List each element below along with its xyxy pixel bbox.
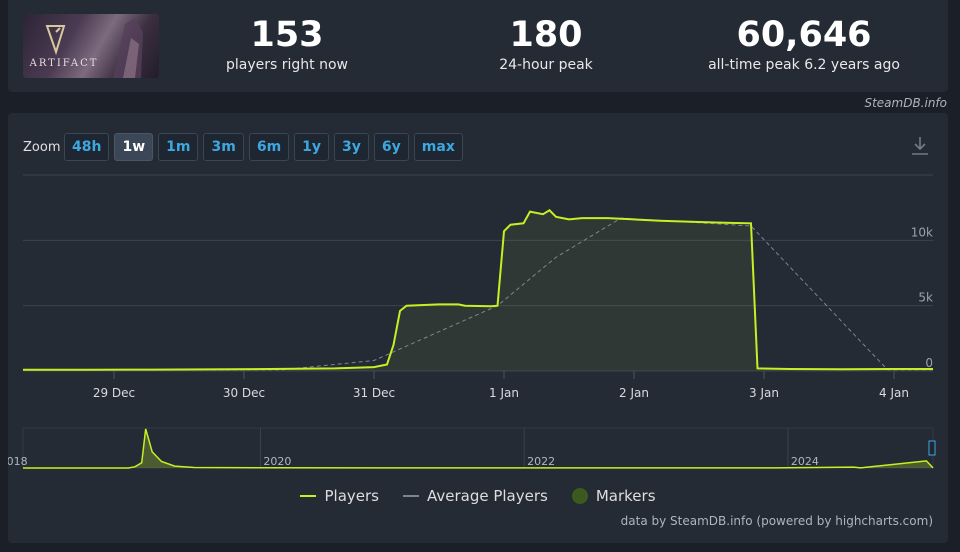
- markers-legend-dot: [571, 488, 588, 504]
- x-tick-31-Dec: 31 Dec: [353, 386, 395, 400]
- zoom-3y-button[interactable]: 3y: [334, 133, 369, 161]
- x-tick-1-Jan: 1 Jan: [489, 386, 519, 400]
- x-axis-ticks: 29 Dec 30 Dec 31 Dec 1 Jan 2 Jan 3 Jan 4 Jan: [93, 371, 909, 400]
- game-logo-text: ARTIFACT: [29, 58, 99, 69]
- x-tick-29-Dec: 29 Dec: [93, 386, 135, 400]
- all-time-peak-label: all-time peak 6.2 years ago: [708, 57, 900, 73]
- zoom-1m-button[interactable]: 1m: [158, 133, 199, 161]
- x-tick-4-Jan: 4 Jan: [879, 386, 909, 400]
- players-area: [23, 210, 933, 371]
- stat-players-now: 153 players right now: [206, 14, 368, 74]
- zoom-6y-button[interactable]: 6y: [373, 133, 409, 161]
- stat-all-time-peak: 60,646 all-time peak 6.2 years ago: [694, 14, 914, 74]
- players-now-label: players right now: [226, 57, 348, 73]
- peak-24h-value: 180: [509, 15, 583, 55]
- legend-markers-label: Markers: [595, 487, 656, 505]
- player-chart[interactable]: 0 5k 10k 29 Dec 30 Dec 31 Dec 1 Jan 2 Jan 3 Jan…: [8, 113, 948, 543]
- legend-average-players[interactable]: Average Players: [402, 487, 548, 505]
- zoom-6m-button[interactable]: 6m: [248, 133, 290, 161]
- game-logo[interactable]: ARTIFACT: [23, 14, 159, 78]
- peak-24h-label: 24-hour peak: [499, 57, 593, 73]
- players-now-value: 153: [250, 15, 324, 55]
- zoom-label: Zoom: [23, 140, 61, 155]
- legend-average-label: Average Players: [426, 487, 548, 505]
- x-tick-3-Jan: 3 Jan: [749, 386, 779, 400]
- y-axis-ticks: 0 5k 10k: [911, 225, 933, 370]
- navigator: 2018 2020 2022 2024: [8, 427, 936, 469]
- zoom-48h-button[interactable]: 48h: [64, 133, 110, 161]
- navigator-handle[interactable]: [928, 440, 936, 456]
- legend-markers[interactable]: Markers: [571, 487, 656, 505]
- y-tick-10k: 10k: [911, 225, 933, 239]
- zoom-buttons: 48h 1w 1m 3m 6m 1y 3y 6y max: [64, 133, 463, 161]
- players-line: [23, 209, 933, 371]
- navigator-tick-2022: 2022: [527, 455, 555, 468]
- chart-grid: [23, 174, 933, 372]
- chart-legend: Players Average Players Markers: [8, 487, 948, 505]
- game-art-image: [45, 18, 143, 78]
- navigator-line: [23, 428, 934, 469]
- zoom-1w-button[interactable]: 1w: [114, 133, 154, 161]
- navigator-tick-2018: 2018: [8, 455, 28, 468]
- y-tick-5k: 5k: [918, 291, 933, 305]
- average-legend-line: [402, 495, 419, 497]
- zoom-max-button[interactable]: max: [413, 133, 463, 161]
- x-tick-2-Jan: 2 Jan: [619, 386, 649, 400]
- all-time-peak-value: 60,646: [736, 15, 872, 55]
- stat-24h-peak: 180 24-hour peak: [466, 14, 626, 74]
- highcharts-credit[interactable]: data by SteamDB.info (powered by highcha…: [620, 514, 933, 528]
- download-icon[interactable]: [910, 135, 930, 157]
- zoom-1y-button[interactable]: 1y: [294, 133, 330, 161]
- chart-panel: 0 5k 10k 29 Dec 30 Dec 31 Dec 1 Jan 2 Jan 3 Jan…: [8, 113, 948, 543]
- x-tick-30-Dec: 30 Dec: [223, 386, 265, 400]
- navigator-tick-2020: 2020: [263, 455, 291, 468]
- players-legend-line: [300, 495, 317, 497]
- navigator-tick-2024: 2024: [791, 455, 819, 468]
- legend-players[interactable]: Players: [300, 487, 379, 505]
- y-tick-0: 0: [925, 356, 933, 370]
- legend-players-label: Players: [324, 487, 379, 505]
- zoom-3m-button[interactable]: 3m: [203, 133, 244, 161]
- stats-panel: ARTIFACT 153 players right now 180 24-ho…: [8, 0, 948, 92]
- steamdb-credit[interactable]: SteamDB.info: [864, 96, 947, 110]
